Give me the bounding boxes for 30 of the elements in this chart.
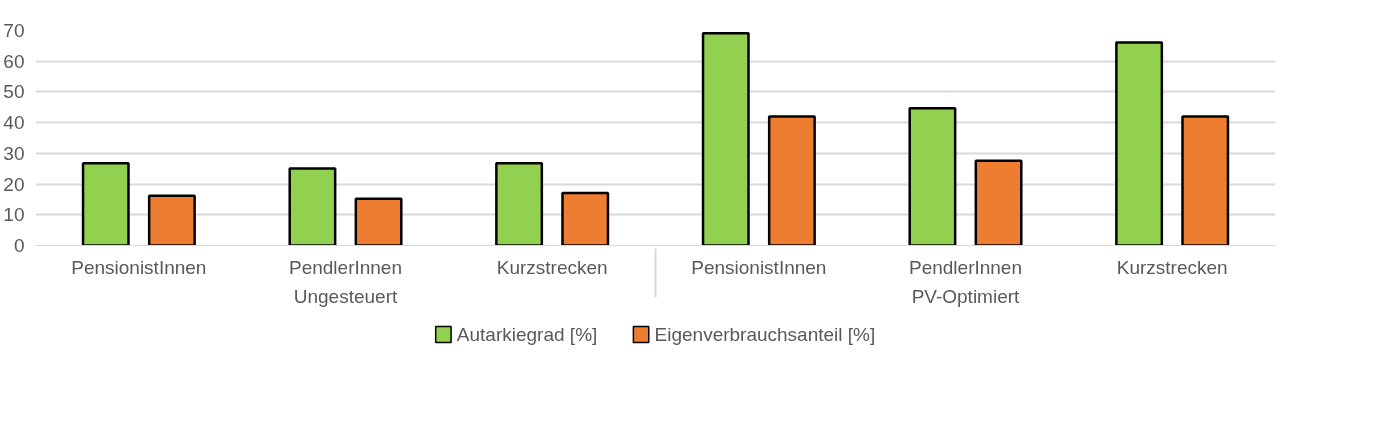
y-tick-label: 70 [3,20,25,41]
bar [288,167,337,246]
x-tick-label: Kurzstrecken [496,256,608,278]
bar [354,197,403,246]
y-tick-label: 20 [3,173,25,195]
bar [561,191,610,246]
y-tick-label: 0 [13,235,25,256]
bar [1115,41,1164,246]
x-tick-label: PendlerInnen [908,256,1023,278]
bar [908,106,957,246]
bar [1181,115,1230,246]
y-tick-label: 50 [3,81,25,103]
x-tick-label: Kurzstrecken [1116,256,1228,278]
bar [147,194,196,246]
text: Ungesteuert [293,285,398,307]
legend-label: Eigenverbrauchsanteil [%] [654,324,876,345]
y-tick-label: 10 [3,204,25,226]
text: PV-Optimiert [911,285,1021,307]
x-tick-label: PendlerInnen [288,256,403,278]
x-tick-label: PensionistInnen [71,256,207,278]
bar [767,115,816,246]
y-tick-label: 40 [3,112,25,134]
bar [974,159,1023,246]
bar [701,32,750,246]
y-tick-label: 60 [3,50,25,72]
bar [81,161,130,246]
y-tick-label: 30 [3,142,25,164]
legend-label: Autarkiegrad [%] [456,324,598,345]
bar [495,161,544,246]
x-tick-label: PensionistInnen [691,256,827,278]
